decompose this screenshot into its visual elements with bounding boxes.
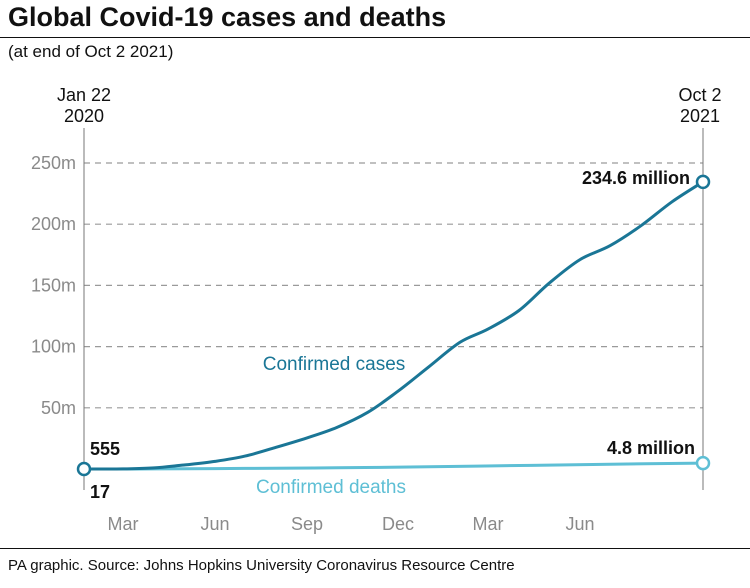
y-tick-label: 50m	[41, 398, 76, 418]
cases-end-value-label: 234.6 million	[582, 168, 690, 188]
grid-lines	[84, 162, 703, 409]
series-label-confirmed-deaths: Confirmed deaths	[256, 477, 406, 498]
footer-divider	[0, 548, 750, 549]
x-tick-label: Mar	[108, 514, 139, 534]
deaths-start-value-label: 17	[90, 482, 110, 502]
cases-end-point-marker	[695, 174, 711, 190]
start-point-marker	[76, 461, 92, 477]
chart-title: Global Covid-19 cases and deaths	[8, 2, 447, 32]
chart-subtitle: (at end of Oct 2 2021)	[8, 42, 174, 61]
y-tick-label: 250m	[31, 153, 76, 173]
y-tick-label: 150m	[31, 275, 76, 295]
end-date-label-line2: 2021	[680, 106, 720, 126]
series-line-confirmed-deaths	[83, 461, 704, 471]
x-tick-label: Sep	[291, 514, 323, 534]
x-tick-label: Jun	[200, 514, 229, 534]
x-tick-label: Jun	[565, 514, 594, 534]
y-tick-label: 200m	[31, 214, 76, 234]
source-note: PA graphic. Source: Johns Hopkins Univer…	[8, 557, 515, 574]
x-axis-labels: Mar Jun Sep Dec Mar Jun	[108, 514, 595, 534]
line-chart: 50m 100m 150m 200m 250m Jan 22 2020 Oct 2 20…	[31, 85, 722, 534]
title-divider	[0, 37, 750, 38]
series-label-confirmed-cases: Confirmed cases	[263, 354, 406, 375]
cases-start-value-label: 555	[90, 439, 120, 459]
x-tick-label: Dec	[382, 514, 414, 534]
start-date-label-line1: Jan 22	[57, 85, 111, 105]
deaths-end-value-label: 4.8 million	[607, 438, 695, 458]
y-tick-label: 100m	[31, 337, 76, 357]
x-tick-label: Mar	[473, 514, 504, 534]
y-axis-labels: 50m 100m 150m 200m 250m	[31, 153, 76, 418]
start-date-label-line2: 2020	[64, 106, 104, 126]
deaths-end-point-marker	[695, 455, 711, 471]
series-line-confirmed-cases	[83, 180, 704, 471]
end-date-label-line1: Oct 2	[678, 85, 721, 105]
